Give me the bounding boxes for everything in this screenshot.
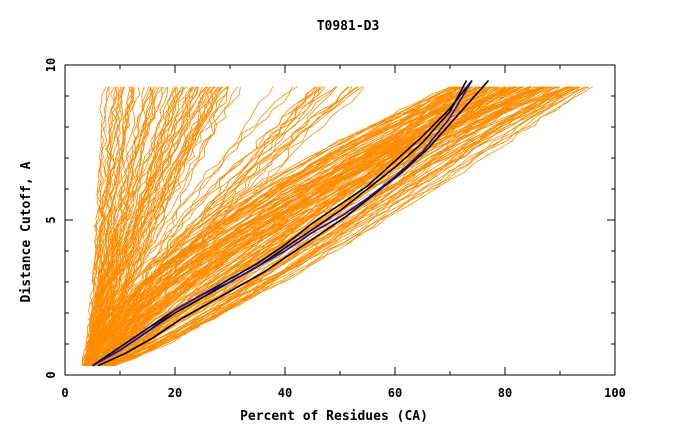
x-tick-label: 0 bbox=[61, 386, 68, 400]
orange-curve bbox=[105, 86, 459, 366]
orange-curve bbox=[100, 86, 519, 366]
chart-title: T0981-D3 bbox=[317, 19, 380, 34]
orange-curve bbox=[85, 86, 466, 366]
orange-curve bbox=[91, 86, 489, 366]
orange-curve bbox=[110, 86, 524, 366]
orange-curve bbox=[90, 86, 194, 366]
orange-curve bbox=[112, 86, 579, 366]
orange-curve bbox=[105, 86, 497, 366]
orange-curve bbox=[82, 86, 211, 366]
series-lines bbox=[92, 79, 490, 367]
orange-curve bbox=[102, 86, 533, 367]
orange-curve bbox=[113, 86, 579, 366]
orange-curve bbox=[90, 86, 228, 367]
orange-curve bbox=[91, 86, 573, 366]
orange-curve bbox=[91, 86, 107, 366]
y-axis-label: Distance Cutoff, A bbox=[19, 161, 34, 302]
orange-curve bbox=[91, 86, 463, 366]
orange-curve bbox=[106, 86, 486, 366]
y-tick-label: 0 bbox=[44, 371, 58, 378]
x-tick-label: 60 bbox=[388, 386, 402, 400]
x-axis-label: Percent of Residues (CA) bbox=[240, 409, 428, 424]
orange-curve bbox=[97, 86, 298, 366]
orange-curve bbox=[104, 86, 461, 366]
orange-curve bbox=[89, 86, 118, 366]
orange-curve bbox=[113, 86, 580, 366]
orange-curve bbox=[91, 86, 568, 366]
orange-curve bbox=[87, 86, 494, 366]
y-tick-label: 5 bbox=[44, 216, 58, 223]
series-line-1 bbox=[92, 80, 468, 367]
orange-curve bbox=[98, 86, 549, 367]
orange-curve bbox=[110, 86, 581, 367]
orange-curve bbox=[97, 86, 581, 367]
orange-curve bbox=[90, 86, 532, 367]
x-tick-label: 40 bbox=[278, 386, 292, 400]
orange-curve bbox=[95, 86, 557, 367]
y-tick-label: 10 bbox=[44, 58, 58, 72]
orange-curve bbox=[93, 86, 494, 366]
orange-curve bbox=[88, 86, 118, 366]
orange-curve bbox=[104, 86, 586, 367]
orange-curve bbox=[105, 86, 512, 366]
orange-curve bbox=[107, 86, 570, 366]
orange-curve bbox=[103, 86, 561, 367]
series-line-3 bbox=[97, 79, 490, 367]
x-tick-label: 80 bbox=[498, 386, 512, 400]
orange-curve bbox=[89, 86, 212, 366]
series-line-4 bbox=[92, 80, 473, 367]
x-tick-label: 100 bbox=[604, 386, 626, 400]
series-line-2 bbox=[92, 80, 473, 367]
orange-curve bbox=[95, 86, 566, 367]
orange-curve bbox=[96, 86, 469, 366]
orange-curve bbox=[88, 86, 158, 366]
x-axis: 0 20 40 60 80 100 bbox=[61, 65, 626, 400]
x-tick-label: 20 bbox=[168, 386, 182, 400]
y-axis: 0 5 10 bbox=[44, 58, 615, 379]
orange-curve bbox=[86, 86, 590, 367]
orange-curve bbox=[105, 86, 500, 367]
